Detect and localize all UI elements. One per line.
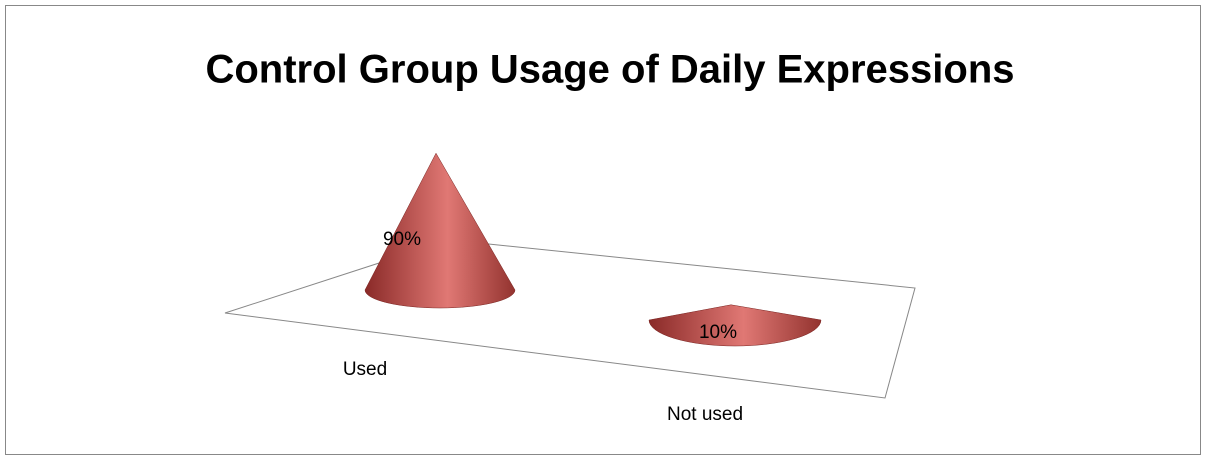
chart-border <box>5 5 1201 455</box>
x-tick-label: Not used <box>667 404 743 425</box>
cone <box>648 304 822 347</box>
floor <box>224 239 916 399</box>
cone <box>364 152 516 309</box>
data-label: 90% <box>383 229 421 250</box>
chart-title: Control Group Usage of Daily Expressions <box>205 48 1014 92</box>
x-tick-label: Used <box>343 359 387 380</box>
data-label: 10% <box>699 322 737 343</box>
